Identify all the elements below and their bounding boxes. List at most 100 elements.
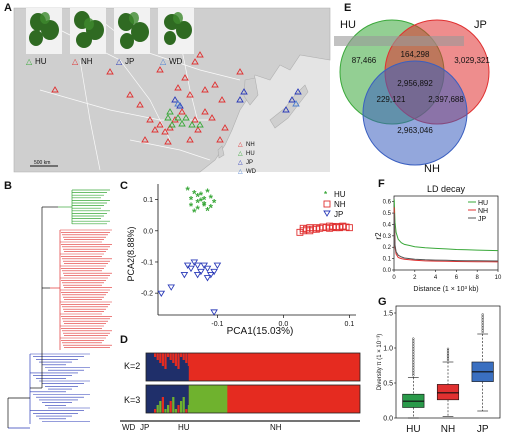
venn-label-hu: HU xyxy=(340,19,356,31)
map-point-jp xyxy=(240,88,248,95)
structure-k3-admix xyxy=(156,405,159,413)
svg-text:△: △ xyxy=(238,169,243,175)
ld-ytick-label: 0.0 xyxy=(383,268,392,274)
pca-xtick-label: 0.0 xyxy=(279,321,289,328)
pca-point-hu: * xyxy=(192,207,197,219)
structure-k2-admix xyxy=(182,353,185,360)
structure-k2-cluster xyxy=(146,353,189,381)
structure-k2-admix xyxy=(172,353,175,363)
map-point-hu xyxy=(166,108,174,115)
structure-k3-cluster-green xyxy=(188,385,228,413)
group-label-wd: WD xyxy=(122,423,136,432)
structure-k3-admix xyxy=(187,405,190,413)
group-label-jp: JP xyxy=(140,423,149,432)
pca-point-jp xyxy=(193,262,202,269)
pca-point-hu: * xyxy=(209,193,214,205)
box-outlier-nh xyxy=(446,355,450,358)
box-outlier-jp xyxy=(481,326,484,329)
venn-value-nh-only: 2,963,046 xyxy=(397,126,433,135)
box-outlier-hu xyxy=(412,343,415,347)
ld-ytick-label: 0.5 xyxy=(383,211,392,217)
group-label-nh: NH xyxy=(270,423,282,432)
map-point-hu xyxy=(178,120,186,127)
ld-ytick-label: 0.2 xyxy=(383,245,392,251)
box-outlier-hu xyxy=(412,353,415,356)
map-point-jp xyxy=(171,96,179,103)
pca-point-nh xyxy=(299,224,307,232)
pca-point-nh xyxy=(319,223,327,231)
pca-point-jp xyxy=(193,272,202,279)
map-point-nh xyxy=(181,74,189,81)
pca-point-jp xyxy=(203,265,212,273)
box-outlier-hu xyxy=(412,364,415,367)
pca-point-hu: * xyxy=(199,196,204,208)
pca-point-hu: * xyxy=(195,204,200,216)
map-point-nh xyxy=(218,96,226,103)
structure-k2-admix xyxy=(167,353,170,357)
div-ytick-label: 1.5 xyxy=(383,311,393,318)
box-outlier-hu xyxy=(412,356,415,359)
map-point-nh xyxy=(191,58,199,65)
ld-xlabel: Distance (1 × 10³ kb) xyxy=(413,286,478,293)
structure-k3-admix xyxy=(169,401,172,413)
panel-letter-f: F xyxy=(378,178,385,190)
structure-k3-admix xyxy=(159,401,162,413)
map-point-nh xyxy=(221,124,229,131)
structure-k2-admix xyxy=(187,353,190,366)
legend-nh: NH xyxy=(246,142,255,148)
map-point-nh xyxy=(194,126,202,133)
box-outlier-nh xyxy=(446,352,450,355)
venn-label-jp: JP xyxy=(474,19,487,31)
pca-xtick-label: 0.1 xyxy=(345,321,355,328)
map-point-wd xyxy=(174,100,182,107)
structure-plot: K=2 K=3 WD JP HU NH xyxy=(120,352,361,432)
ld-line-hu xyxy=(393,199,499,252)
venn-overlay-bar xyxy=(334,36,464,46)
structure-k3-admix xyxy=(161,397,164,413)
pca-point-nh xyxy=(306,224,314,232)
box-outlier-hu xyxy=(412,347,415,350)
pca-point-hu: * xyxy=(189,195,194,207)
box-nh xyxy=(436,384,460,401)
structure-k2-admix xyxy=(180,353,183,357)
structure-k2-admix xyxy=(174,353,177,366)
box-outlier-jp xyxy=(481,318,484,321)
venn-panel: HU JP NH 87,466 3,029,321 2,963,046 164,… xyxy=(332,0,505,175)
pca-point-hu: * xyxy=(199,190,204,202)
pca-xlabel: PCA1(15.03%) xyxy=(227,326,294,337)
map-point-wd xyxy=(292,100,300,107)
venn-label-nh: NH xyxy=(424,163,440,175)
map-point-jp xyxy=(236,96,244,103)
svg-text:△: △ xyxy=(238,151,243,157)
map-panel: △ HU △ NH △ JP △ WD △ NH △ HU △ JP △ WD 500 … xyxy=(0,0,332,175)
ld-legend-hu: HU xyxy=(478,200,488,207)
pca-point-jp xyxy=(187,265,195,273)
photo-label-nh: NH xyxy=(81,57,93,66)
korea-peninsula xyxy=(243,77,259,106)
box-outlier-nh xyxy=(446,347,450,350)
svg-text:*: * xyxy=(324,190,328,199)
div-ylabel: Diversity π (1 × 10⁻³) xyxy=(377,334,383,390)
k3-label: K=3 xyxy=(124,395,140,405)
panel-letter-c: C xyxy=(120,180,128,192)
taiwan-island xyxy=(217,145,225,159)
map-point-hu xyxy=(168,121,176,128)
map-point-nh xyxy=(106,68,114,75)
ld-ytick-label: 0.6 xyxy=(383,200,392,206)
photo-label-hu-marker: △ xyxy=(26,57,33,66)
pca-point-jp xyxy=(190,259,199,266)
box-outlier-hu xyxy=(412,351,415,355)
map-point-nh xyxy=(141,136,149,143)
pca-legend-hu: HU xyxy=(334,190,346,199)
japan-island xyxy=(269,84,309,129)
map-point-nh xyxy=(216,136,224,143)
structure-k2-admix xyxy=(177,353,180,369)
box-outlier-jp xyxy=(481,330,484,334)
map-point-nh xyxy=(211,81,219,88)
pca-point-hu: * xyxy=(212,198,217,210)
ld-xtick-label: 8 xyxy=(476,275,480,281)
structure-k2-admix xyxy=(185,353,188,363)
pca-point-nh xyxy=(339,223,347,231)
box-outlier-hu xyxy=(412,340,415,343)
structure-k2-admix xyxy=(154,353,157,357)
